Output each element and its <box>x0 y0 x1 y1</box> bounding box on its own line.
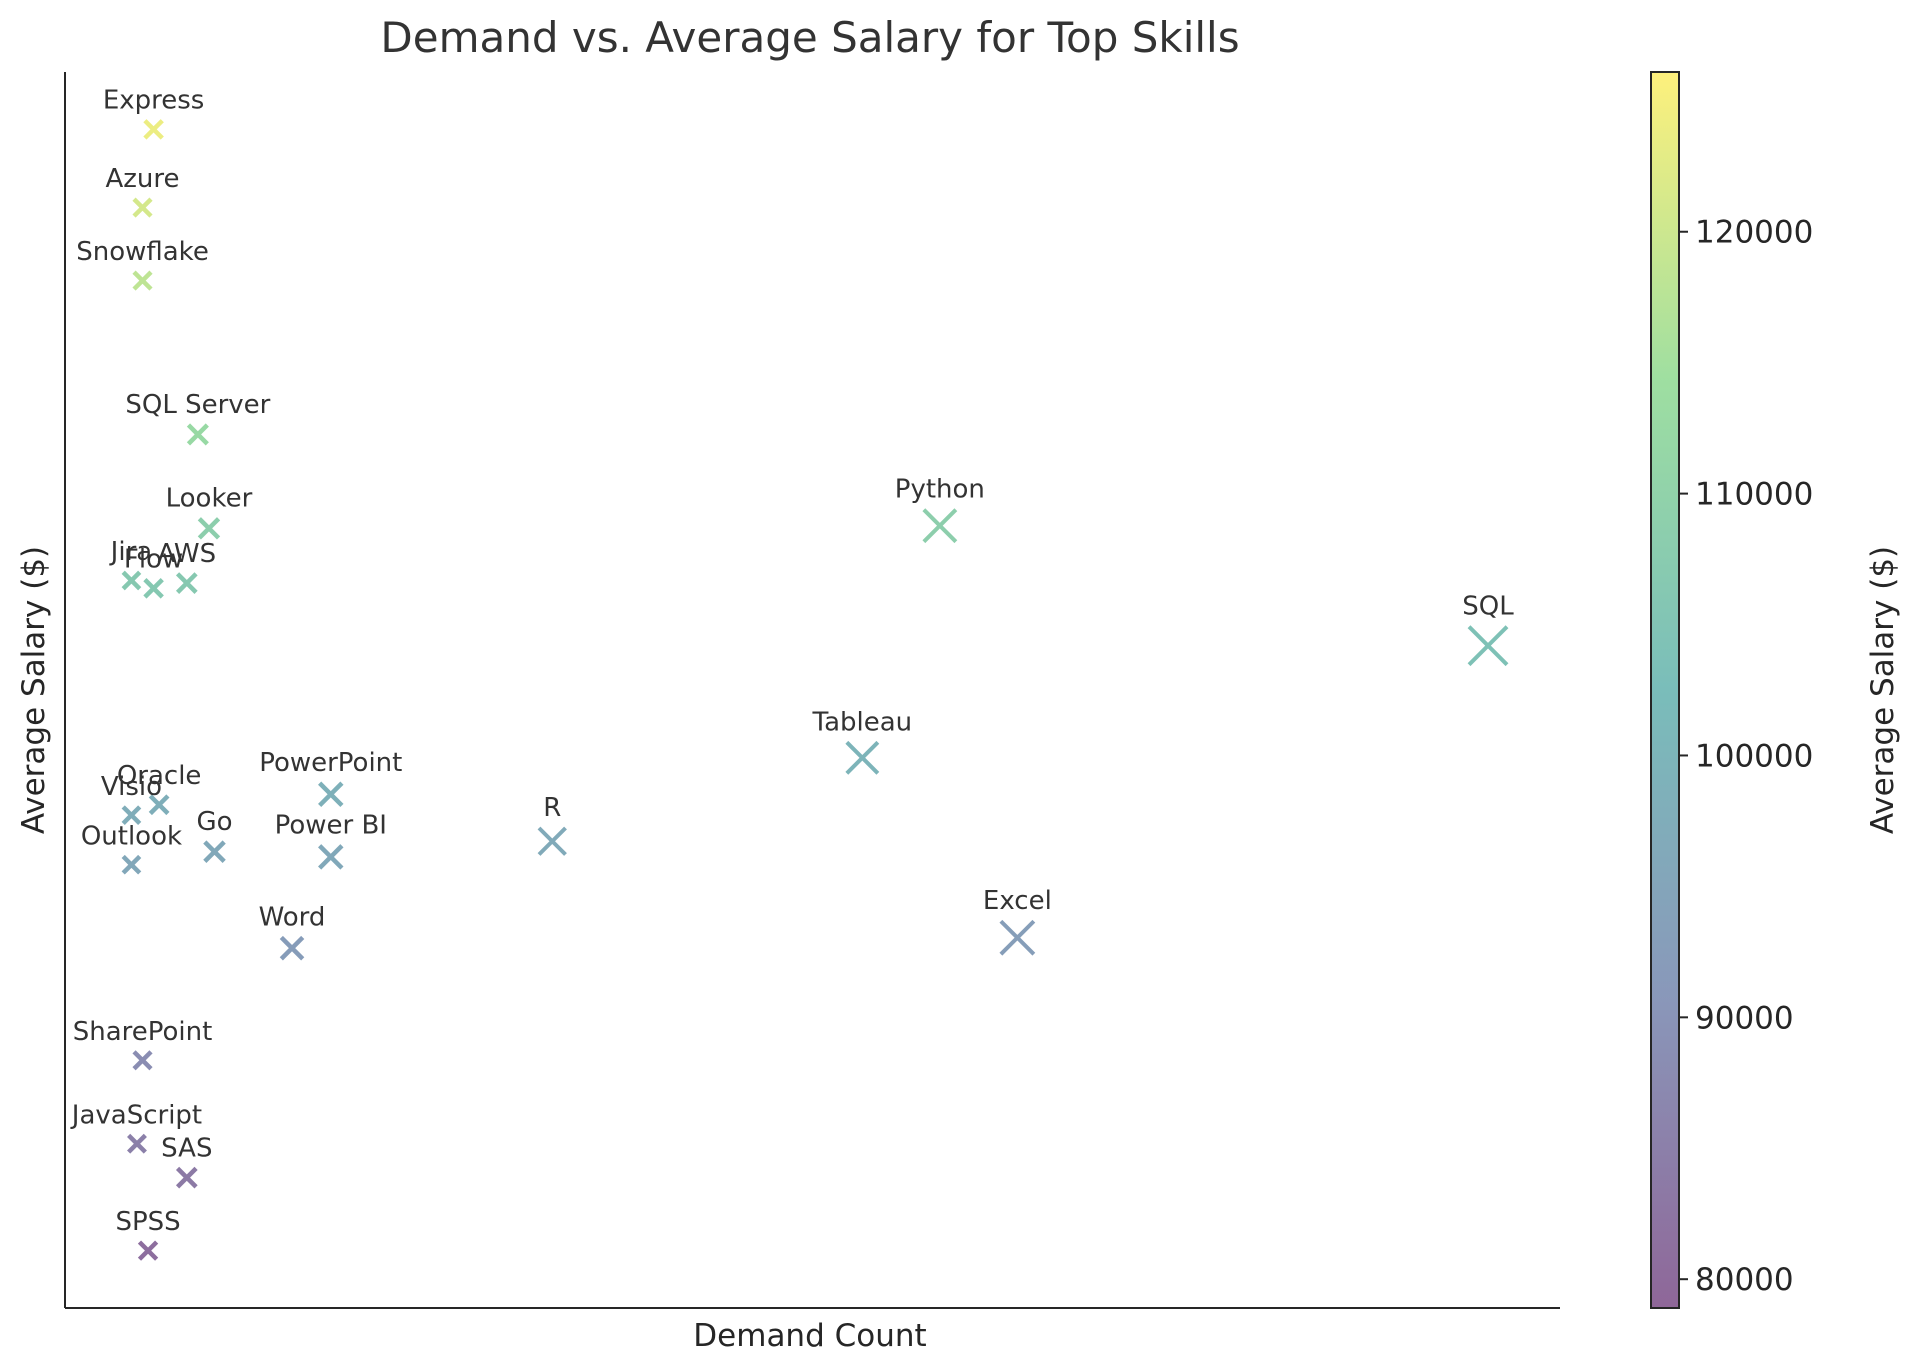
point-label-sql-server: SQL Server <box>125 390 270 420</box>
point-label-jira: Jira <box>109 537 153 567</box>
point-label-spss: SPSS <box>115 1207 180 1237</box>
scatter-point-sql <box>1467 625 1509 667</box>
scatter-point-python <box>922 508 958 544</box>
scatter-point-snowflake <box>132 270 153 291</box>
point-label-javascript: JavaScript <box>70 1100 202 1130</box>
scatter-point-visio <box>121 805 142 826</box>
colorbar-tick-label: 110000 <box>1695 477 1813 513</box>
point-label-aws: AWS <box>158 539 217 569</box>
point-label-excel: Excel <box>983 886 1052 916</box>
point-label-flow: Flow <box>124 545 183 575</box>
scatter-point-jira <box>121 570 142 591</box>
point-label-looker: Looker <box>166 484 253 514</box>
scatter-point-aws <box>175 572 198 594</box>
scatter-point-sas <box>175 1166 198 1189</box>
point-label-sql: SQL <box>1462 592 1514 622</box>
colorbar-tick-label: 80000 <box>1695 1262 1794 1298</box>
scatter-point-go <box>203 840 226 863</box>
colorbar-ticks: 80000 90000 100000 110000 120000 <box>1679 215 1813 1298</box>
point-label-power-bi: Power BI <box>275 811 387 841</box>
point-label-word: Word <box>259 902 326 932</box>
colorbar-label: Average Salary ($) <box>1865 546 1901 834</box>
scatter-point-azure <box>132 197 153 218</box>
scatter-point-power-bi <box>318 844 344 870</box>
point-label-sharepoint: SharePoint <box>73 1017 213 1047</box>
colorbar-tick-label: 90000 <box>1695 1000 1794 1036</box>
scatter-point-sql-server <box>186 423 209 446</box>
colorbar: 80000 90000 100000 110000 120000 Average Sal… <box>1650 71 1901 1309</box>
scatter-point-spss <box>137 1240 159 1261</box>
x-axis-label: Demand Count <box>693 1318 926 1354</box>
point-label-oracle: Oracle <box>117 761 202 791</box>
colorbar-gradient <box>1651 72 1679 1308</box>
scatter-point-looker <box>197 517 221 540</box>
colorbar-tick-label: 120000 <box>1695 215 1813 251</box>
scatter-point-powerpoint <box>318 781 344 808</box>
scatter-point-word <box>279 935 305 961</box>
point-label-express: Express <box>103 86 205 116</box>
scatter-point-javascript <box>127 1133 147 1154</box>
scatter-point-outlook <box>121 854 142 875</box>
point-label-sas: SAS <box>161 1133 212 1163</box>
point-label-python: Python <box>895 475 985 505</box>
point-label-tableau: Tableau <box>812 707 913 737</box>
scatter-point-sharepoint <box>132 1050 153 1071</box>
point-label-r: R <box>543 793 561 823</box>
chart-title: Demand vs. Average Salary for Top Skills <box>380 13 1239 62</box>
colorbar-frame <box>1650 71 1680 1309</box>
scatter-point-excel <box>999 919 1036 956</box>
scatter-point-flow <box>143 578 164 599</box>
point-label-azure: Azure <box>106 164 180 194</box>
y-axis-label: Average Salary ($) <box>16 546 52 834</box>
point-label-outlook: Outlook <box>81 821 182 851</box>
scatter-point-express <box>143 119 164 140</box>
point-labels-layer: Express Azure Snowflake SQL Server Looker Jir… <box>70 86 1514 1237</box>
scatter-point-oracle <box>148 794 170 816</box>
scatter-point-r <box>537 826 567 856</box>
colorbar-tick-label: 100000 <box>1695 738 1813 774</box>
points-layer <box>121 119 1509 1261</box>
scatter-point-tableau <box>845 740 880 775</box>
point-label-go: Go <box>196 807 232 837</box>
point-label-snowflake: Snowflake <box>76 237 209 267</box>
point-label-powerpoint: PowerPoint <box>259 748 402 778</box>
point-label-visio: Visio <box>101 772 162 802</box>
